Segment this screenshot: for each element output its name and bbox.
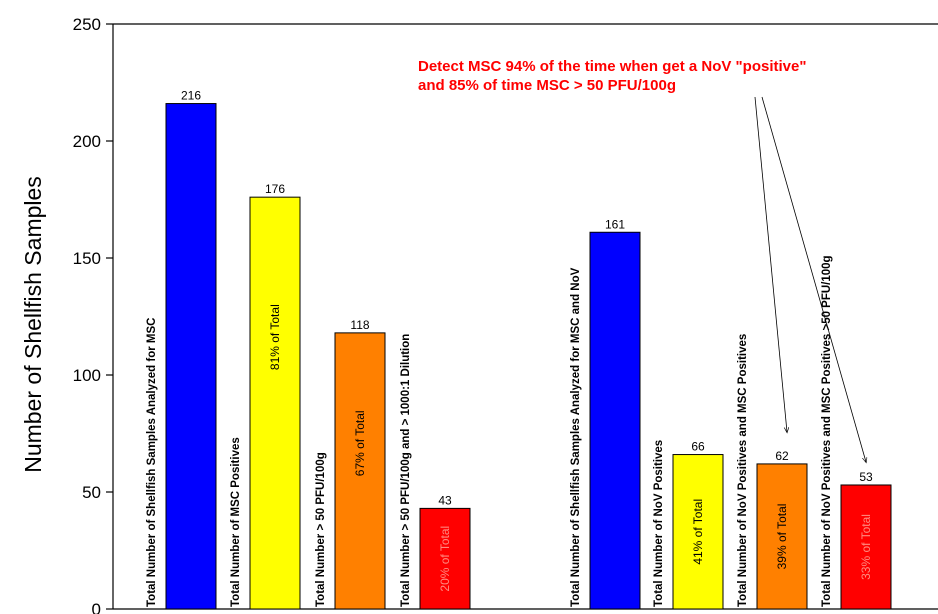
bar-percent-label: 39% of Total bbox=[775, 504, 789, 570]
category-label: Total Number > 50 PFU/100g and > 1000:1 … bbox=[400, 334, 412, 607]
bar-percent-label: 67% of Total bbox=[353, 410, 367, 476]
bar-value-label: 53 bbox=[859, 470, 873, 484]
y-tick-label: 150 bbox=[73, 249, 101, 268]
bar bbox=[840, 484, 892, 610]
y-axis-label: Number of Shellfish Samples bbox=[20, 176, 46, 473]
bar-percent-label: 33% of Total bbox=[859, 514, 873, 580]
bars-group bbox=[165, 103, 892, 610]
bar bbox=[165, 103, 217, 610]
category-label: Total Number > 50 PFU/100g bbox=[315, 452, 327, 607]
bar bbox=[249, 196, 301, 610]
bar-value-label: 176 bbox=[265, 182, 285, 196]
bar-value-label: 216 bbox=[181, 89, 201, 103]
category-label: Total Number of MSC Positives bbox=[230, 437, 242, 607]
annotation-line-2: and 85% of time MSC > 50 PFU/100g bbox=[418, 77, 676, 94]
y-tick-label: 200 bbox=[73, 132, 101, 151]
category-label: Total Number of Shellfish Samples Analyz… bbox=[570, 267, 582, 607]
annotation-arrow-2 bbox=[761, 96, 866, 462]
y-tick-label: 0 bbox=[92, 600, 101, 614]
y-tick-label: 250 bbox=[73, 15, 101, 34]
bar-value-label: 161 bbox=[605, 217, 625, 231]
bar-value-label: 43 bbox=[438, 493, 452, 507]
bar bbox=[672, 454, 724, 610]
y-tick-label: 100 bbox=[73, 366, 101, 385]
annotation-line-1: Detect MSC 94% of the time when get a No… bbox=[418, 58, 806, 75]
bar bbox=[756, 463, 808, 610]
category-label: Total Number of NoV Positives and MSC Po… bbox=[737, 334, 749, 607]
bar-value-label: 62 bbox=[775, 449, 789, 463]
bar-percent-label: 81% of Total bbox=[268, 304, 282, 370]
bar-percent-label: 20% of Total bbox=[438, 526, 452, 592]
labels-group: 216 Total Number of Shellfish Samples Ana… bbox=[146, 89, 873, 607]
category-label: Total Number of NoV Positives and MSC Po… bbox=[821, 255, 833, 607]
bar-value-label: 66 bbox=[691, 440, 705, 454]
bar bbox=[419, 507, 471, 610]
category-label: Total Number of Shellfish Samples Analyz… bbox=[146, 318, 158, 607]
bar-percent-label: 41% of Total bbox=[691, 499, 705, 565]
y-tick-label: 50 bbox=[82, 483, 101, 502]
annotation-group: Detect MSC 94% of the time when get a No… bbox=[418, 58, 866, 462]
bar bbox=[334, 332, 386, 610]
bar bbox=[589, 231, 641, 610]
category-label: Total Number of NoV Positives bbox=[653, 440, 665, 607]
bar-value-label: 118 bbox=[350, 318, 369, 332]
annotation-arrow-1 bbox=[754, 96, 787, 432]
